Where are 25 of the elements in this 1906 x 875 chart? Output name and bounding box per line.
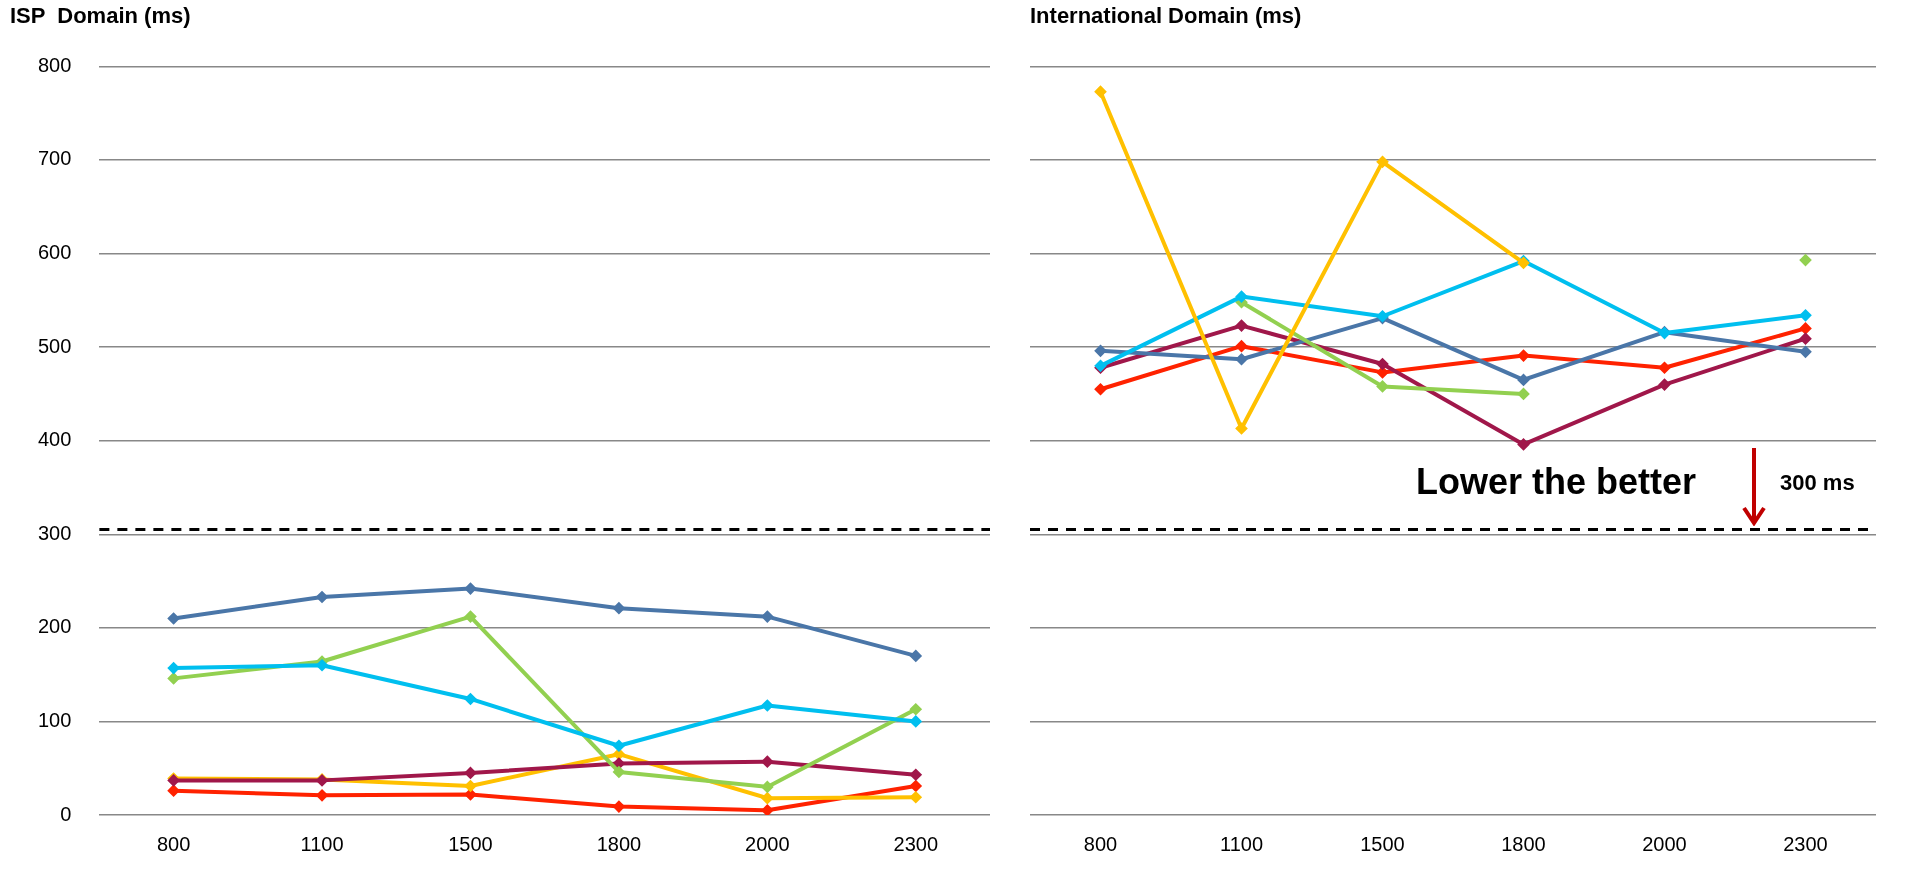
x-tick-label: 2000 xyxy=(1642,832,1687,855)
y-tick-label: 800 xyxy=(37,53,72,76)
x-tick-label: 1800 xyxy=(596,832,642,855)
y-tick-label: 500 xyxy=(37,334,72,357)
annotation: Lower the better xyxy=(1415,460,1696,502)
annotation: 300 ms xyxy=(1780,469,1855,495)
x-tick-label: 1500 xyxy=(1360,832,1405,855)
y-tick-label: 0 xyxy=(60,802,72,825)
y-tick-label: 400 xyxy=(37,428,72,451)
y-tick-label: 700 xyxy=(37,147,72,170)
x-tick-label: 1100 xyxy=(300,832,344,855)
y-tick-label: 200 xyxy=(37,615,72,638)
y-tick-label: 300 xyxy=(37,521,72,544)
x-tick-label: 1100 xyxy=(1219,832,1264,855)
x-tick-label: 2300 xyxy=(1783,832,1828,855)
x-tick-label: 1800 xyxy=(1501,832,1546,855)
chart-title: International Domain (ms) xyxy=(1030,3,1302,29)
y-tick-label: 100 xyxy=(37,708,72,731)
x-tick-label: 2000 xyxy=(745,832,790,855)
x-tick-label: 1500 xyxy=(448,832,493,855)
x-tick-label: 2300 xyxy=(893,832,939,855)
y-tick-label: 600 xyxy=(37,241,72,264)
x-tick-label: 800 xyxy=(156,832,191,855)
chart-title: ISP Domain (ms) xyxy=(10,3,191,29)
x-tick-label: 800 xyxy=(1083,832,1118,855)
